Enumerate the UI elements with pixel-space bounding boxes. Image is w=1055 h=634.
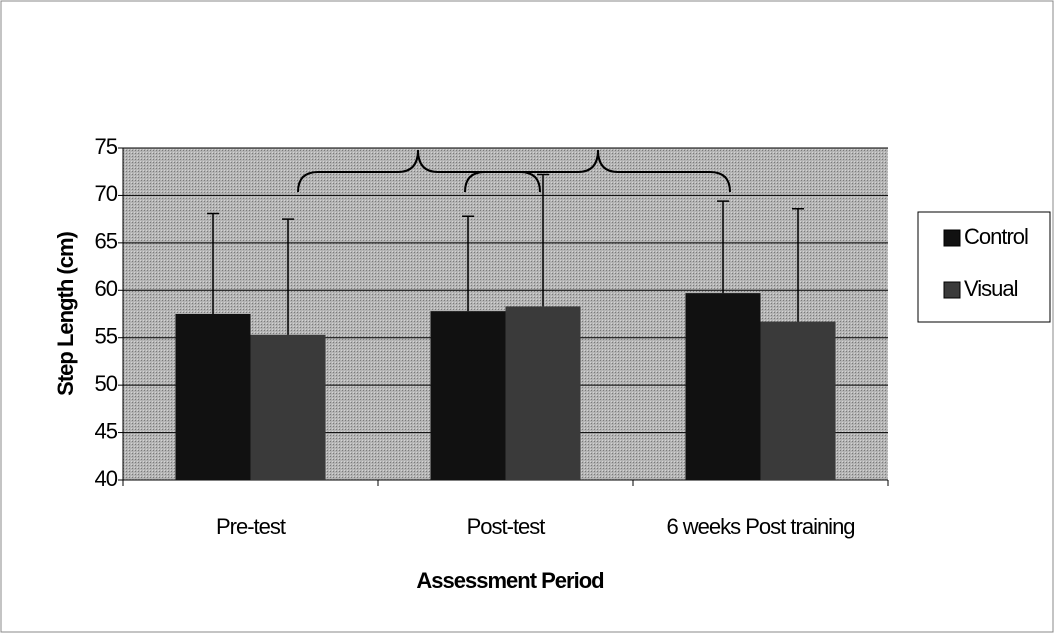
bar <box>685 293 761 480</box>
legend-swatch <box>943 229 961 247</box>
error-bar <box>717 200 729 294</box>
legend-swatch <box>943 281 961 299</box>
bar <box>430 311 506 480</box>
bar <box>250 334 326 480</box>
x-tick-label: 6 weeks Post training <box>666 514 854 539</box>
legend-label: Visual <box>964 276 1018 301</box>
y-tick-label: 50 <box>95 371 118 396</box>
y-tick-label: 45 <box>95 418 118 443</box>
error-bar <box>462 215 474 312</box>
y-tick-label: 70 <box>95 181 118 206</box>
error-bar <box>207 212 219 314</box>
error-bar <box>282 218 294 335</box>
x-tick-label: Post-test <box>467 514 546 539</box>
y-tick-label: 75 <box>95 134 118 159</box>
bar <box>175 314 251 480</box>
y-tick-label: 55 <box>95 324 118 349</box>
error-bar <box>537 173 549 307</box>
significance-braces <box>297 149 731 193</box>
x-tick-label: Pre-test <box>216 514 286 539</box>
y-tick-label: 40 <box>95 466 118 491</box>
bar <box>505 306 581 480</box>
x-axis-label: Assessment Period <box>416 568 603 593</box>
y-axis-label: Step Length (cm) <box>53 231 78 395</box>
y-tick-label: 60 <box>95 276 118 301</box>
error-bar <box>792 207 804 322</box>
legend-label: Control <box>964 224 1028 249</box>
y-tick-label: 65 <box>95 229 118 254</box>
legend <box>917 211 1051 323</box>
bar <box>760 321 836 480</box>
